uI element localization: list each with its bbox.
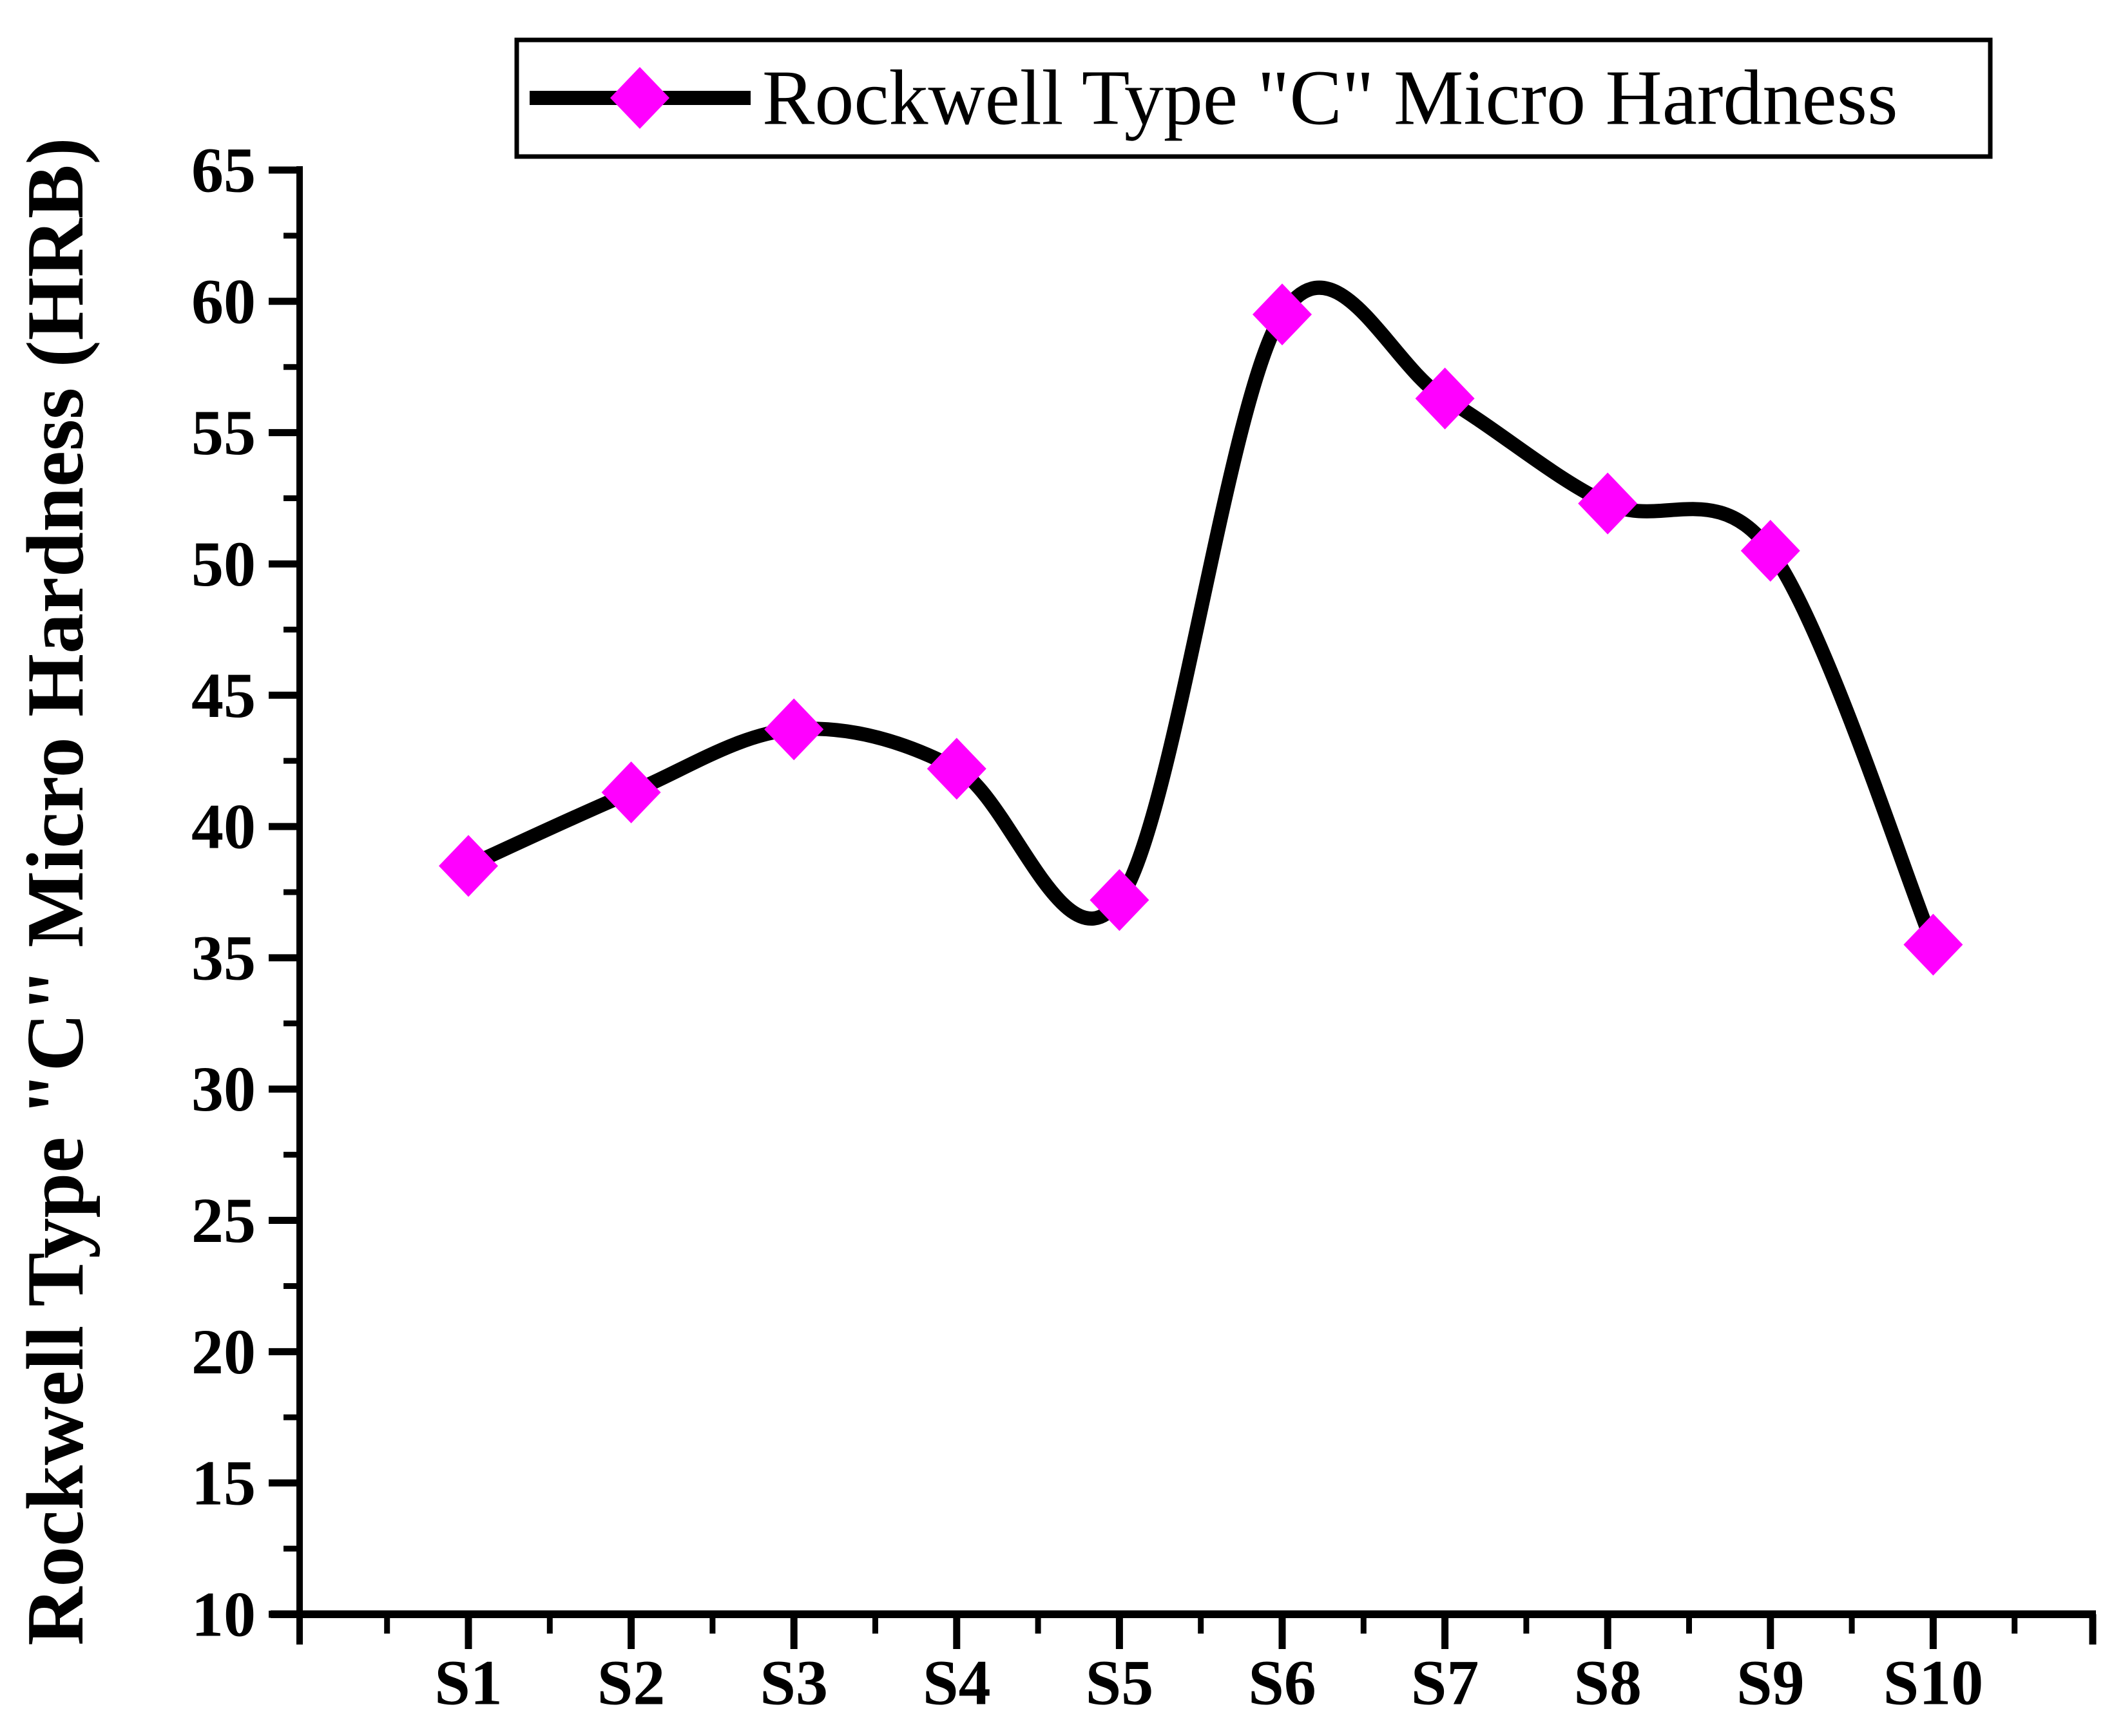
y-tick-label-40: 40 bbox=[191, 791, 256, 863]
y-axis-title: Rockwell Type "C" Micro Hardness (HRB) bbox=[11, 137, 101, 1645]
data-point-S3 bbox=[764, 698, 824, 761]
legend-marker-diamond-icon bbox=[610, 67, 669, 129]
data-point-S4 bbox=[927, 738, 986, 800]
data-point-S1 bbox=[439, 835, 498, 897]
x-tick-label-S5: S5 bbox=[1086, 1647, 1154, 1719]
data-point-S5 bbox=[1090, 869, 1149, 931]
legend-box bbox=[514, 37, 1993, 159]
series-curve bbox=[461, 280, 1941, 952]
plot-area: 10 15 20 25 30 35 40 45 50 55 60 65 S1 S2 S3 S4 S5 S6 S7 S8… bbox=[191, 134, 2097, 1719]
x-tick-label-S3: S3 bbox=[760, 1647, 828, 1719]
x-tick-label-S6: S6 bbox=[1248, 1647, 1316, 1719]
x-tick-label-S1: S1 bbox=[434, 1647, 503, 1719]
y-tick-label-15: 15 bbox=[191, 1447, 256, 1519]
data-point-S2 bbox=[601, 761, 661, 824]
y-tick-label-35: 35 bbox=[191, 922, 256, 993]
y-tick-label-30: 30 bbox=[191, 1053, 256, 1125]
data-point-S10 bbox=[1903, 913, 1963, 976]
y-tick-label-10: 10 bbox=[191, 1579, 256, 1650]
x-tick-label-S9: S9 bbox=[1736, 1647, 1805, 1719]
x-tick-label-S2: S2 bbox=[597, 1647, 666, 1719]
legend-label: Rockwell Type "C" Micro Hardness bbox=[762, 55, 1898, 142]
data-point-S6 bbox=[1253, 283, 1312, 346]
legend: Rockwell Type "C" Micro Hardness bbox=[514, 37, 1993, 159]
data-point-S8 bbox=[1578, 472, 1638, 535]
y-tick-label-20: 20 bbox=[191, 1316, 256, 1388]
x-tick-label-S4: S4 bbox=[923, 1647, 991, 1719]
x-tick-label-S8: S8 bbox=[1573, 1647, 1642, 1719]
y-tick-label-50: 50 bbox=[191, 528, 256, 600]
data-point-S9 bbox=[1740, 520, 1800, 582]
data-point-S7 bbox=[1415, 367, 1475, 430]
y-tick-label-55: 55 bbox=[191, 397, 256, 468]
y-tick-label-45: 45 bbox=[191, 660, 256, 731]
y-tick-label-65: 65 bbox=[191, 134, 256, 205]
x-tick-label-S10: S10 bbox=[1883, 1647, 1984, 1719]
y-tick-label-25: 25 bbox=[191, 1185, 256, 1256]
y-tick-label-60: 60 bbox=[191, 265, 256, 337]
x-tick-label-S7: S7 bbox=[1411, 1647, 1479, 1719]
